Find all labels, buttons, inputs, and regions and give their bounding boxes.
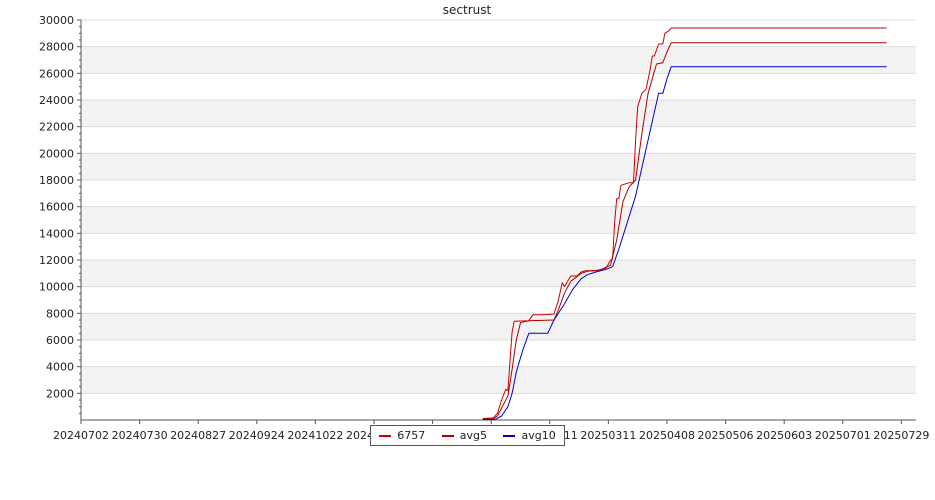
legend-item-avg5: avg5 <box>441 429 487 442</box>
y-tick-label: 6000 <box>46 334 74 347</box>
y-tick-label: 22000 <box>39 121 74 134</box>
grid-band <box>81 153 916 180</box>
grid-band <box>81 100 916 127</box>
grid-lines <box>81 19 916 394</box>
x-tick-label: 20240730 <box>112 429 168 442</box>
legend-swatch <box>379 434 392 437</box>
legend-swatch <box>441 434 454 437</box>
chart-title: sectrust <box>443 3 492 17</box>
y-tick-label: 4000 <box>46 361 74 374</box>
y-tick-label: 24000 <box>39 94 74 107</box>
grid-band <box>81 260 916 287</box>
y-tick-label: 2000 <box>46 387 74 400</box>
y-tick-label: 28000 <box>39 41 74 54</box>
x-tick-label: 20250408 <box>639 429 695 442</box>
y-tick-label: 14000 <box>39 227 74 240</box>
y-axis-ticks: 2000 4000 6000 8000 10000 12000 14000 16000 1800… <box>39 14 81 414</box>
grid-band <box>81 206 916 234</box>
legend-item-6757: 6757 <box>379 429 425 442</box>
x-tick-label: 20240702 <box>53 429 109 442</box>
y-tick-label: 10000 <box>39 281 74 294</box>
series-line-avg5 <box>482 42 887 420</box>
y-tick-label: 26000 <box>39 67 74 80</box>
series-line-avg10 <box>482 66 887 421</box>
grid-band <box>81 366 916 394</box>
x-tick-label: 20250603 <box>756 429 812 442</box>
y-tick-label: 12000 <box>39 254 74 267</box>
x-tick-label: 20240827 <box>170 429 226 442</box>
y-tick-label: 16000 <box>39 201 74 214</box>
series-lines <box>482 27 887 421</box>
grid-bands <box>81 46 916 394</box>
y-tick-label: 30000 <box>39 14 74 27</box>
x-tick-label: 20240924 <box>229 429 285 442</box>
legend-item-avg10: avg10 <box>503 429 556 442</box>
x-tick-label: 20250311 <box>580 429 636 442</box>
x-tick-label: 20241022 <box>287 429 343 442</box>
x-tick-label: 20250701 <box>815 429 871 442</box>
legend: 6757 avg5 avg10 <box>370 425 565 446</box>
grid-band <box>81 313 916 340</box>
legend-label: avg5 <box>459 429 487 442</box>
x-tick-label: 20250506 <box>698 429 754 442</box>
x-tick-label: 20250729 <box>873 429 929 442</box>
y-tick-label: 8000 <box>46 307 74 320</box>
legend-label: avg10 <box>521 429 556 442</box>
legend-swatch <box>503 434 516 437</box>
y-tick-label: 20000 <box>39 147 74 160</box>
y-tick-label: 18000 <box>39 174 74 187</box>
grid-band <box>81 46 916 74</box>
legend-label: 6757 <box>397 429 426 442</box>
